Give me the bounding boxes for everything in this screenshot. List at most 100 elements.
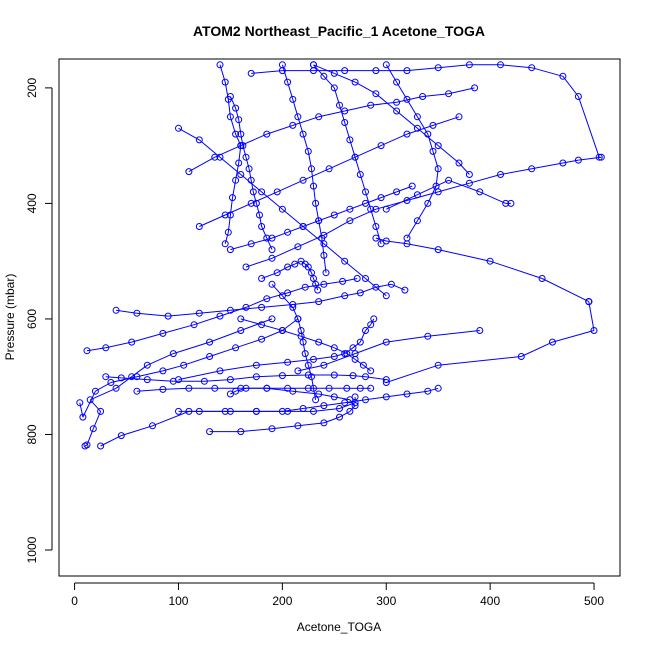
data-point bbox=[195, 223, 203, 230]
series-segment bbox=[219, 156, 242, 175]
series-segment bbox=[438, 182, 470, 193]
series-segment bbox=[437, 145, 460, 164]
y-tick-label: 800 bbox=[25, 424, 39, 444]
data-point bbox=[382, 393, 390, 401]
data-point bbox=[206, 353, 214, 360]
series-segment bbox=[370, 101, 397, 106]
data-point bbox=[297, 332, 305, 340]
series-segment bbox=[469, 174, 501, 184]
data-point bbox=[91, 387, 99, 395]
series-15 bbox=[247, 61, 603, 161]
y-tick-label: 1000 bbox=[25, 536, 39, 563]
x-tick-label: 300 bbox=[376, 594, 396, 608]
series-segment bbox=[422, 93, 449, 97]
series-segment bbox=[323, 243, 346, 262]
y-tick-label: 200 bbox=[25, 78, 39, 98]
series-segment bbox=[349, 399, 356, 406]
data-point bbox=[413, 191, 421, 199]
data-point bbox=[336, 413, 343, 421]
data-point bbox=[226, 211, 234, 219]
data-point bbox=[232, 344, 240, 352]
series-segment bbox=[259, 214, 263, 227]
data-point bbox=[278, 292, 286, 300]
series-segment bbox=[199, 309, 231, 314]
series-segment bbox=[245, 257, 273, 268]
data-point bbox=[102, 344, 110, 352]
data-point bbox=[221, 240, 229, 248]
data-point bbox=[249, 188, 257, 196]
series-segment bbox=[588, 301, 595, 331]
data-point bbox=[268, 234, 276, 242]
series-segment bbox=[162, 324, 195, 334]
series-segment bbox=[183, 356, 210, 366]
data-point bbox=[273, 269, 281, 277]
series-segment bbox=[562, 75, 579, 97]
data-point bbox=[413, 113, 421, 121]
data-point bbox=[341, 107, 349, 115]
data-point bbox=[226, 407, 234, 415]
data-point bbox=[237, 315, 245, 323]
series-segment bbox=[89, 387, 117, 401]
series-segment bbox=[297, 364, 325, 372]
data-point bbox=[268, 254, 276, 262]
series-segment bbox=[261, 304, 293, 308]
series-segment bbox=[339, 410, 351, 418]
data-point bbox=[301, 350, 309, 358]
data-point bbox=[232, 130, 240, 138]
data-point bbox=[291, 260, 299, 268]
data-point bbox=[200, 377, 208, 385]
data-point bbox=[226, 306, 234, 314]
data-point bbox=[308, 165, 315, 173]
data-point bbox=[559, 72, 567, 80]
data-point bbox=[278, 205, 286, 213]
series-segment bbox=[386, 194, 418, 210]
series-segment bbox=[178, 370, 221, 381]
series-segment bbox=[162, 364, 184, 372]
data-point bbox=[252, 373, 260, 381]
data-point bbox=[346, 217, 354, 225]
data-point bbox=[393, 78, 401, 86]
data-point bbox=[356, 289, 364, 297]
data-point bbox=[289, 303, 297, 311]
data-point bbox=[232, 104, 240, 112]
series-segment bbox=[438, 64, 470, 69]
series-segment bbox=[352, 375, 366, 378]
axis-layer: 0 100 200 300 400 500 200 400 600 800 1000 bbox=[25, 78, 604, 608]
series-segment bbox=[352, 341, 361, 349]
data-point bbox=[310, 407, 317, 415]
data-point bbox=[247, 69, 255, 77]
series-segment bbox=[193, 315, 221, 326]
data-point bbox=[299, 130, 307, 138]
series-segment bbox=[349, 405, 356, 412]
x-tick-label: 0 bbox=[71, 594, 78, 608]
data-point bbox=[382, 338, 390, 346]
data-point bbox=[486, 257, 494, 265]
data-point bbox=[117, 374, 125, 382]
data-point bbox=[377, 142, 385, 150]
data-point bbox=[195, 309, 203, 317]
data-point bbox=[465, 61, 473, 69]
data-point bbox=[382, 379, 390, 386]
data-point bbox=[362, 275, 369, 282]
series-segment bbox=[230, 376, 257, 381]
data-point bbox=[175, 124, 182, 132]
data-point bbox=[299, 223, 307, 230]
data-point bbox=[83, 347, 91, 355]
data-point bbox=[322, 269, 330, 277]
series-segment bbox=[307, 365, 312, 377]
series-segment bbox=[448, 179, 480, 193]
data-point bbox=[278, 407, 286, 415]
data-point bbox=[159, 367, 167, 375]
data-point bbox=[502, 199, 510, 207]
data-point bbox=[372, 67, 380, 75]
series-segment bbox=[276, 179, 304, 193]
series-23 bbox=[226, 182, 416, 254]
series-segment bbox=[266, 124, 293, 135]
data-point bbox=[312, 199, 320, 207]
data-point bbox=[278, 372, 286, 380]
series-segment bbox=[334, 72, 356, 83]
data-point bbox=[133, 373, 141, 381]
series-segment bbox=[261, 324, 283, 331]
data-point bbox=[245, 165, 253, 173]
data-point bbox=[185, 384, 193, 392]
